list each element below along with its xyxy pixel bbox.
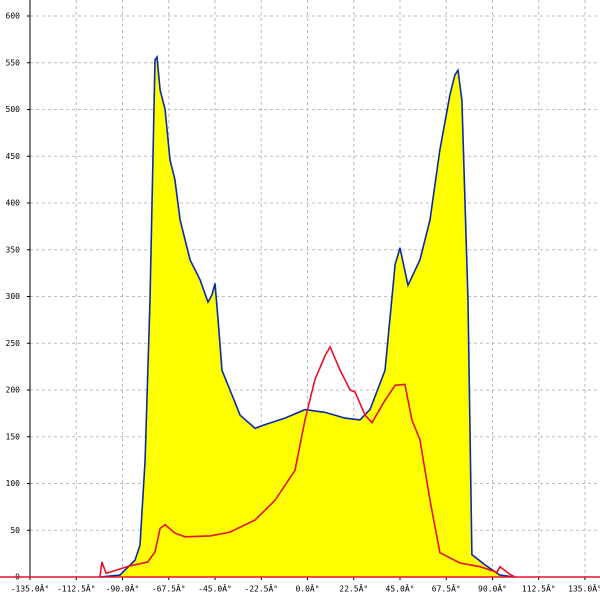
x-tick-label: 45.0Â° xyxy=(386,583,415,594)
area xyxy=(99,57,515,578)
y-tick-label: 500 xyxy=(6,105,21,114)
y-tick-label: 400 xyxy=(6,199,21,208)
y-tick-label: 100 xyxy=(6,479,21,488)
y-tick-label: 450 xyxy=(6,152,21,161)
x-tick-label: 22.5Â° xyxy=(339,583,368,594)
line xyxy=(99,345,516,578)
x-tick-label: -135.0Â° xyxy=(11,583,50,594)
y-tick-label: 350 xyxy=(6,245,21,254)
x-tick-label: -67.5Â° xyxy=(152,583,186,594)
x-tick-label: 112.5Â° xyxy=(522,583,556,594)
y-tick-label: 150 xyxy=(6,432,21,441)
x-tick-label: 0.0Â° xyxy=(295,583,319,594)
x-tick-label: -22.5Â° xyxy=(244,583,278,594)
x-tick-label: -112.5Â° xyxy=(57,583,96,594)
x-tick-label: 67.5Â° xyxy=(432,583,461,594)
x-tick-label: -45.0Â° xyxy=(198,583,232,594)
x-tick-label: -90.0Â° xyxy=(106,583,140,594)
y-tick-label: 200 xyxy=(6,386,21,395)
x-tick-label: 90.0Â° xyxy=(478,583,507,594)
y-tick-label: 50 xyxy=(10,526,20,535)
y-tick-label: 550 xyxy=(6,58,21,67)
x-tick-label: 135.0Â° xyxy=(568,583,600,594)
y-tick-label: 600 xyxy=(6,12,21,21)
y-tick-label: 300 xyxy=(6,292,21,301)
line xyxy=(99,54,516,578)
y-tick-label: 250 xyxy=(6,339,21,348)
